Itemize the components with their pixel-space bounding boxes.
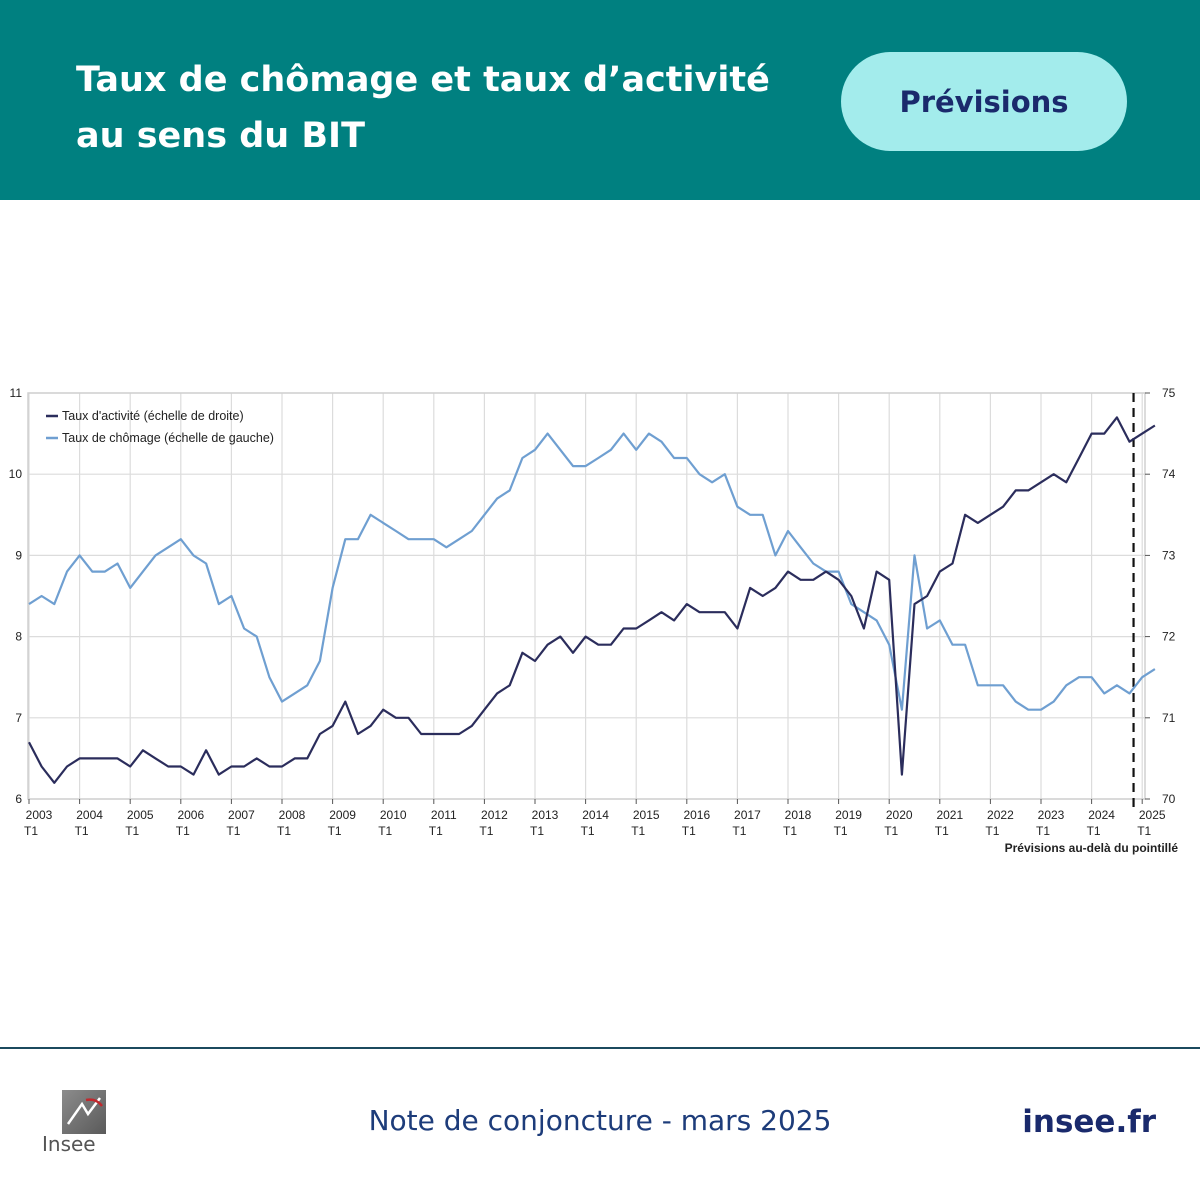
x-tick-quarter-label: T1 — [1087, 824, 1101, 838]
x-tick-label: 2011 — [431, 808, 457, 822]
forecast-note: Prévisions au-delà du pointillé — [1005, 841, 1179, 855]
chart-grid — [28, 392, 1145, 800]
legend: Taux d'activité (échelle de droite) Taux… — [46, 409, 274, 445]
x-axis: 2003 T1 2004 T1 2005 T1 2006 T1 2007 T1 2008 T1 2009… — [24, 799, 1166, 838]
x-tick-label: 2025 — [1139, 808, 1166, 822]
series-line-activity — [28, 416, 1156, 784]
x-tick-quarter-label: T1 — [24, 824, 38, 838]
insee-logo: Insee — [42, 1090, 112, 1156]
x-tick-label: 2016 — [683, 808, 710, 822]
y-left-tick-label: 9 — [15, 548, 22, 562]
logo-mark-icon — [62, 1090, 106, 1134]
x-tick-label: 2017 — [734, 808, 761, 822]
x-tick-quarter-label: T1 — [328, 824, 342, 838]
x-tick-label: 2006 — [177, 808, 204, 822]
y-right-tick-label: 70 — [1162, 792, 1176, 806]
x-tick-quarter-label: T1 — [1036, 824, 1050, 838]
x-tick-label: 2007 — [228, 808, 255, 822]
y-right-tick-label: 72 — [1162, 630, 1176, 644]
x-tick-label: 2022 — [987, 808, 1014, 822]
x-tick-label: 2003 — [26, 808, 53, 822]
legend-label-activity: Taux d'activité (échelle de droite) — [62, 409, 244, 423]
x-tick-quarter-label: T1 — [935, 824, 949, 838]
x-tick-quarter-label: T1 — [429, 824, 443, 838]
y-left-tick-label: 6 — [15, 792, 22, 806]
x-tick-quarter-label: T1 — [176, 824, 190, 838]
x-tick-quarter-label: T1 — [732, 824, 746, 838]
x-tick-quarter-label: T1 — [1137, 824, 1151, 838]
line-chart: 6 7 8 9 10 11 70 71 72 73 74 75 2003 T1 2004 T1 2005 T1… — [9, 386, 1179, 855]
x-tick-label: 2019 — [835, 808, 862, 822]
footer-divider — [0, 1047, 1200, 1049]
x-tick-quarter-label: T1 — [125, 824, 139, 838]
x-tick-quarter-label: T1 — [277, 824, 291, 838]
y-right-tick-label: 71 — [1162, 711, 1176, 725]
y-left-tick-label: 8 — [15, 630, 22, 644]
x-tick-quarter-label: T1 — [631, 824, 645, 838]
x-tick-label: 2013 — [532, 808, 559, 822]
x-tick-quarter-label: T1 — [226, 824, 240, 838]
x-tick-quarter-label: T1 — [479, 824, 493, 838]
x-tick-label: 2005 — [127, 808, 154, 822]
x-tick-quarter-label: T1 — [378, 824, 392, 838]
insee-link[interactable]: insee.fr — [1022, 1104, 1156, 1140]
x-tick-label: 2014 — [582, 808, 609, 822]
x-tick-quarter-label: T1 — [581, 824, 595, 838]
x-tick-quarter-label: T1 — [783, 824, 797, 838]
x-tick-label: 2012 — [481, 808, 508, 822]
y-right-tick-label: 73 — [1162, 548, 1176, 562]
logo-text: Insee — [42, 1132, 96, 1156]
x-tick-label: 2023 — [1038, 808, 1065, 822]
y-right-tick-label: 75 — [1162, 386, 1176, 400]
x-tick-label: 2021 — [936, 808, 963, 822]
y-axis-left: 6 7 8 9 10 11 — [9, 386, 23, 806]
series-line-unemployment — [28, 432, 1156, 711]
y-axis-right: 70 71 72 73 74 75 — [1145, 386, 1176, 806]
x-tick-quarter-label: T1 — [884, 824, 898, 838]
publication-label: Note de conjoncture - mars 2025 — [368, 1104, 832, 1137]
x-tick-label: 2020 — [886, 808, 913, 822]
x-tick-label: 2024 — [1088, 808, 1115, 822]
previsions-badge[interactable]: Prévisions — [841, 52, 1127, 151]
x-tick-quarter-label: T1 — [75, 824, 89, 838]
page-title-line1: Taux de chômage et taux d’activité — [76, 60, 770, 100]
y-left-tick-label: 10 — [9, 467, 23, 481]
header-banner: Taux de chômage et taux d’activité au se… — [0, 0, 1200, 200]
x-tick-quarter-label: T1 — [682, 824, 696, 838]
y-right-tick-label: 74 — [1162, 467, 1176, 481]
x-tick-label: 2010 — [380, 808, 407, 822]
legend-label-unemployment: Taux de chômage (échelle de gauche) — [62, 431, 274, 445]
plot-frame — [27, 392, 1146, 800]
x-tick-label: 2008 — [279, 808, 306, 822]
y-left-tick-label: 11 — [10, 386, 23, 400]
y-left-tick-label: 7 — [15, 711, 22, 725]
x-tick-label: 2004 — [76, 808, 103, 822]
x-tick-quarter-label: T1 — [985, 824, 999, 838]
x-tick-label: 2009 — [329, 808, 356, 822]
x-tick-label: 2018 — [785, 808, 812, 822]
x-tick-quarter-label: T1 — [834, 824, 848, 838]
page-title: Taux de chômage et taux d’activité au se… — [76, 52, 816, 164]
x-tick-quarter-label: T1 — [530, 824, 544, 838]
page-title-line2: au sens du BIT — [76, 116, 365, 156]
x-tick-label: 2015 — [633, 808, 660, 822]
